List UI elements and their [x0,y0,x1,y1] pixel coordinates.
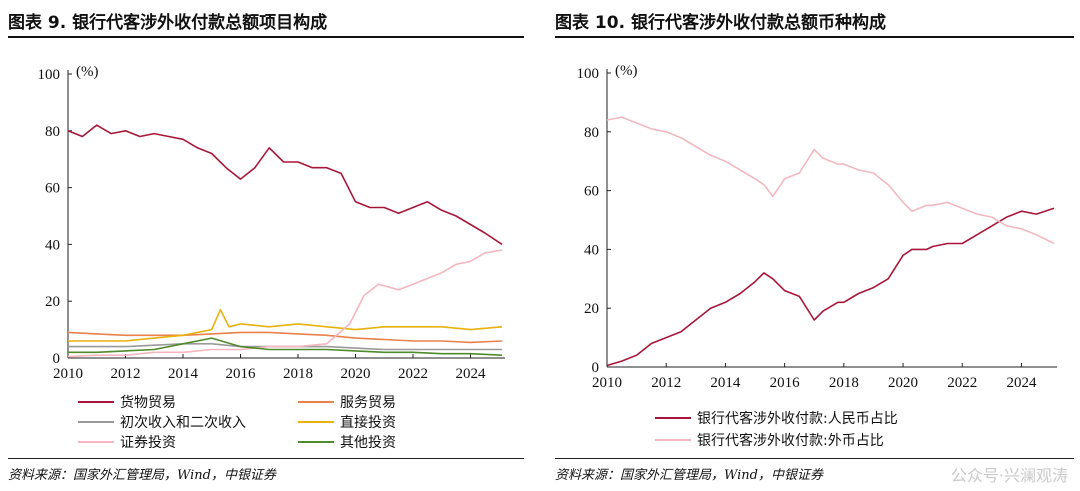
right-y-tick-label: 0 [592,360,600,376]
left-legend-item-5: 证券投资 [78,432,176,452]
left-legend-item-3: 初次收入和二次收入 [78,412,246,432]
right-x-tick-label: 2022 [947,375,977,391]
left-y-tick-label: 100 [38,67,61,83]
left-line-chart: 0 20 40 60 80 100 (%) 2010 2012 2014 2016 2018 2020 2… [38,64,505,382]
left-legend-label: 证券投资 [120,435,176,451]
right-legend: 银行代客涉外收付款:人民币占比 银行代客涉外收付款:外币占比 [655,408,1075,456]
right-y-tick-label: 40 [584,242,599,258]
left-y-tick-label: 80 [45,124,60,140]
left-legend-item-2: 服务贸易 [298,392,396,412]
right-chart-title: 图表 10. 银行代客涉外收付款总额币种构成 [555,13,886,33]
left-legend-item-6: 其他投资 [298,432,396,452]
right-chart-panel: 图表 10. 银行代客涉外收付款总额币种构成 0 20 40 60 80 100 (%) 20… [547,0,1080,491]
right-y-axis-label: (%) [615,63,638,79]
right-x-tick-label: 2016 [770,375,801,391]
right-x-tick-label: 2018 [829,375,859,391]
left-source-rule [8,458,524,459]
right-x-tick-label: 2010 [592,375,622,391]
left-y-tick-label: 0 [53,351,61,367]
left-y-tick-label: 60 [45,181,60,197]
left-series-line-1 [67,124,503,246]
right-title-rule [555,36,1074,38]
left-legend-swatch [298,401,334,403]
right-y-tick-label: 80 [584,125,599,141]
left-legend: 货物贸易 服务贸易初次收入和二次收入 直接投资证券投资 其他投资 [78,392,528,456]
right-series-line-2 [606,116,1055,245]
left-legend-label: 货物贸易 [120,395,176,411]
right-x-tick-label: 2012 [651,375,681,391]
left-series-line-5 [67,249,503,358]
right-y-tick-label: 20 [584,301,599,317]
right-x-tick-label: 2014 [710,375,741,391]
left-legend-swatch [298,441,334,443]
left-legend-label: 服务贸易 [340,395,396,411]
left-x-tick-label: 2018 [283,366,313,382]
left-x-tick-label: 2024 [456,366,487,382]
right-legend-swatch [655,439,691,441]
left-legend-swatch [78,441,114,443]
right-y-tick-label: 100 [577,66,600,82]
left-x-tick-label: 2016 [226,366,257,382]
left-legend-swatch [78,401,114,403]
left-chart-panel: 图表 9. 银行代客涉外收付款总额项目构成 0 20 40 60 80 100 (%) 201… [0,0,530,491]
right-line-chart: 0 20 40 60 80 100 (%) 2010 2012 2014 2016 2018 2020 2… [577,63,1057,391]
left-chart-title: 图表 9. 银行代客涉外收付款总额项目构成 [8,13,328,33]
right-series-line-1 [606,207,1055,367]
right-source-rule [555,458,1074,459]
left-x-tick-label: 2020 [341,366,371,382]
left-y-tick-label: 40 [45,237,60,253]
left-title-rule [8,36,524,38]
left-legend-label: 其他投资 [340,435,396,451]
right-x-tick-label: 2020 [888,375,918,391]
right-legend-label: 银行代客涉外收付款:外币占比 [697,433,884,449]
left-legend-item-4: 直接投资 [298,412,396,432]
left-source-note: 资料来源：国家外汇管理局，Wind，中银证券 [8,468,276,483]
right-x-tick-label: 2024 [1006,375,1036,391]
right-legend-label: 银行代客涉外收付款:人民币占比 [697,411,898,427]
right-legend-swatch [655,417,691,419]
left-x-tick-label: 2012 [111,366,141,382]
right-legend-item-1: 银行代客涉外收付款:人民币占比 [655,408,898,428]
left-legend-swatch [78,421,114,423]
left-x-tick-label: 2014 [168,366,199,382]
left-series-line-6 [68,337,503,356]
right-legend-item-2: 银行代客涉外收付款:外币占比 [655,430,884,450]
watermark-text: 公众号·兴澜观涛 [950,466,1068,485]
left-series-line-2 [67,331,503,344]
left-x-tick-label: 2022 [398,366,428,382]
left-legend-item-1: 货物贸易 [78,392,176,412]
left-legend-label: 初次收入和二次收入 [120,415,246,431]
left-y-axis-label: (%) [76,64,99,80]
left-series-line-4 [68,308,503,342]
left-y-tick-label: 20 [45,294,60,310]
left-legend-label: 直接投资 [340,415,396,431]
right-y-tick-label: 60 [584,184,599,200]
left-x-tick-label: 2010 [53,366,83,382]
left-legend-swatch [298,421,334,423]
right-source-note: 资料来源：国家外汇管理局，Wind，中银证券 [555,468,823,483]
